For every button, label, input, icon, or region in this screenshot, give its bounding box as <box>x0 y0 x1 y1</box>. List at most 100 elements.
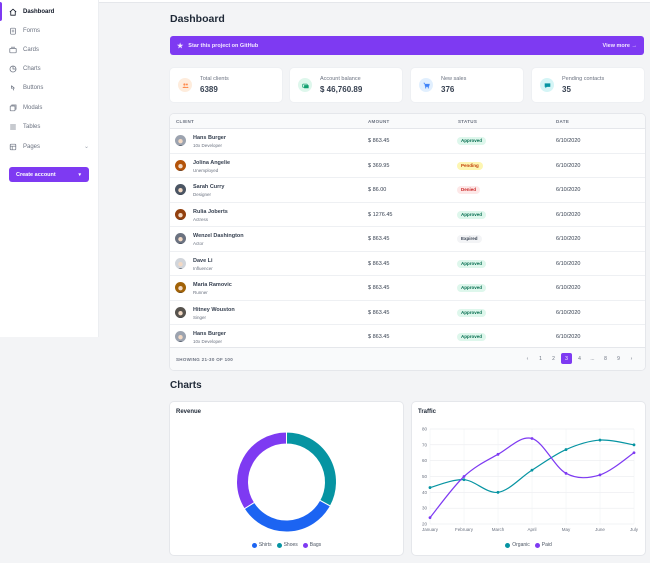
col-status: STATUS <box>458 119 478 124</box>
sidebar-item-charts[interactable]: Charts <box>0 59 99 78</box>
table-row: Sarah Curry Designer $ 86.00 Denied 6/10/202… <box>170 178 645 203</box>
amount: $ 863.45 <box>368 285 390 291</box>
client-name: Maria Ramovic <box>193 282 232 288</box>
header-bar <box>99 0 650 3</box>
legend-label: Bags <box>309 542 322 548</box>
legend-item-paid: Paid <box>534 542 552 548</box>
sidebar-item-pages[interactable]: Pages ⌄ <box>0 137 99 156</box>
sidebar-item-label: Buttons <box>23 84 44 91</box>
table-row: Dave Li Influencer $ 863.45 Approved 6/10/20… <box>170 252 645 276</box>
sidebar-item-tables[interactable]: Tables <box>0 117 99 136</box>
sidebar-item-modals[interactable]: Modals <box>0 98 99 117</box>
data-point-paid[interactable] <box>496 452 500 456</box>
sidebar-item-buttons[interactable]: Buttons <box>0 78 99 97</box>
stat-value: 376 <box>441 85 455 94</box>
users-icon <box>178 78 192 92</box>
x-tick-label: March <box>492 527 505 532</box>
slice-shirts[interactable] <box>243 499 331 533</box>
sidebar-item-forms[interactable]: Forms <box>0 21 99 40</box>
next-page-button[interactable]: › <box>630 355 633 362</box>
avatar <box>175 208 186 220</box>
client-name: Wenzel Dashington <box>193 233 244 239</box>
charts-heading: Charts <box>170 380 202 391</box>
y-tick-label: 80 <box>422 427 428 432</box>
page-button[interactable]: 4 <box>578 355 581 362</box>
traffic-legend: Organic Paid <box>412 542 645 548</box>
stat-value: 35 <box>562 85 571 94</box>
prev-page-button[interactable]: ‹ <box>526 355 529 362</box>
data-point-organic[interactable] <box>564 448 568 451</box>
status-badge: Approved <box>457 137 487 145</box>
create-account-button[interactable]: Create account ▾ <box>9 167 89 182</box>
sidebar-item-label: Forms <box>23 27 40 34</box>
view-more-link[interactable]: View more → <box>602 42 637 49</box>
y-tick-label: 70 <box>422 442 428 447</box>
slice-shoes[interactable] <box>286 431 337 507</box>
sidebar: Dashboard Forms Cards Charts Buttons Mod… <box>0 0 99 337</box>
data-point-organic[interactable] <box>428 486 432 489</box>
table-row: Wenzel Dashington Actor $ 863.45 Expired 6/1… <box>170 227 645 252</box>
stat-card-new-sales: New sales 376 <box>411 68 523 102</box>
github-banner[interactable]: ★ Star this project on GitHub View more … <box>170 36 644 55</box>
legend-dot <box>534 542 540 548</box>
data-point-paid[interactable] <box>530 437 534 440</box>
data-point-paid[interactable] <box>428 516 432 520</box>
page-button[interactable]: 8 <box>604 355 607 362</box>
client-job: 10x Developer <box>193 339 223 344</box>
table-row: Jolina Angelie Unemployed $ 369.95 Pending 6… <box>170 154 645 178</box>
sidebar-item-dashboard[interactable]: Dashboard <box>0 2 99 21</box>
slice-bags[interactable] <box>236 431 287 510</box>
sidebar-item-label: Modals <box>23 104 43 111</box>
data-point-organic[interactable] <box>496 490 500 494</box>
data-point-organic[interactable] <box>632 443 636 447</box>
sidebar-item-label: Cards <box>23 46 40 53</box>
data-point-paid[interactable] <box>462 475 466 478</box>
data-point-paid[interactable] <box>598 473 602 477</box>
avatar <box>175 282 186 293</box>
data-point-paid[interactable] <box>632 451 636 455</box>
col-date: DATE <box>556 119 570 124</box>
page-button[interactable]: 1 <box>539 355 542 362</box>
y-tick-label: 20 <box>422 522 428 527</box>
stat-title: Account balance <box>320 76 361 82</box>
revenue-chart-card: Revenue Shirts Shoes Bags <box>170 402 403 555</box>
sidebar-item-cards[interactable]: Cards <box>0 40 99 59</box>
clients-table: CLIENT AMOUNT STATUS DATE Hans Burger 10x… <box>170 114 645 370</box>
legend-dot <box>276 542 282 548</box>
legend-dot <box>505 542 511 548</box>
legend-item-organic: Organic <box>505 542 530 548</box>
table-footer: SHOWING 21-30 OF 100 ‹ 1 2 3 4... 8 9 › <box>170 347 645 370</box>
client-job: Designer <box>193 192 212 197</box>
page-button[interactable]: 3 <box>561 353 572 364</box>
client-job: Actor <box>193 241 204 246</box>
page-button[interactable]: 9 <box>617 355 620 362</box>
legend-item-shoes: Shoes <box>276 542 298 548</box>
client-job: Actress <box>193 216 209 222</box>
stat-title: Pending contacts <box>562 76 605 82</box>
client-name: Hitney Wouston <box>193 306 235 313</box>
date: 6/10/2020 <box>556 162 581 169</box>
client-name: Hans Burger <box>193 331 227 337</box>
sidebar-item-label: Pages <box>23 143 41 150</box>
legend-item-shirts: Shirts <box>251 542 272 548</box>
data-point-organic[interactable] <box>530 468 534 472</box>
y-tick-label: 40 <box>422 490 428 495</box>
create-account-label: Create account <box>16 171 56 178</box>
status-badge: Approved <box>457 308 487 317</box>
avatar <box>175 233 186 244</box>
client-job: Singer <box>193 314 207 320</box>
avatar <box>175 135 186 146</box>
data-point-organic[interactable] <box>462 478 466 482</box>
modals-icon <box>9 104 17 112</box>
amount: $ 863.45 <box>368 138 390 144</box>
banner-text: Star this project on GitHub <box>188 42 259 49</box>
x-tick-label: July <box>630 527 639 532</box>
date: 6/10/2020 <box>556 260 581 267</box>
x-tick-label: April <box>527 527 536 532</box>
data-point-organic[interactable] <box>598 438 602 442</box>
stat-card-pending-contacts: Pending contacts 35 <box>532 68 644 102</box>
status-badge: Approved <box>457 333 487 341</box>
page-button[interactable]: 2 <box>552 355 555 362</box>
data-point-paid[interactable] <box>564 471 568 475</box>
date: 6/10/2020 <box>556 309 581 316</box>
